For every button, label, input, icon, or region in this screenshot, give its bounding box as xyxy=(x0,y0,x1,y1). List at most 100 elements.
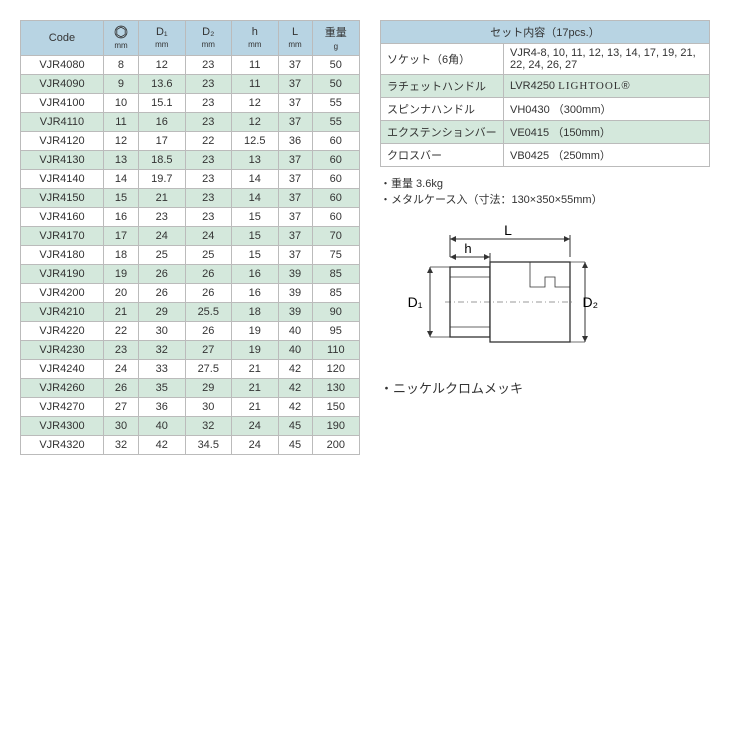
set-row: エクステンションバーVE0415 （150mm） xyxy=(381,121,710,144)
table-row: VJR41301318.523133760 xyxy=(21,151,360,170)
spec-table-header: Code mm D₁mm D₂mm hmm Lmm 重量g xyxy=(21,21,360,56)
table-cell: 14 xyxy=(103,170,138,189)
table-cell: 90 xyxy=(312,303,359,322)
table-cell: VJR4170 xyxy=(21,227,104,246)
table-row: VJR43003040322445190 xyxy=(21,417,360,436)
table-cell: 19 xyxy=(232,322,278,341)
table-cell: 26 xyxy=(185,284,231,303)
table-cell: 37 xyxy=(278,170,312,189)
table-cell: VJR4220 xyxy=(21,322,104,341)
table-cell: 13.6 xyxy=(139,75,185,94)
table-cell: 15 xyxy=(232,208,278,227)
table-cell: 34.5 xyxy=(185,436,231,455)
table-cell: 27.5 xyxy=(185,360,231,379)
set-contents-body: ソケット（6角）VJR4-8, 10, 11, 12, 13, 14, 17, … xyxy=(381,44,710,167)
table-cell: 15 xyxy=(232,227,278,246)
table-cell: 26 xyxy=(139,265,185,284)
table-cell: 26 xyxy=(139,284,185,303)
table-cell: 37 xyxy=(278,151,312,170)
table-cell: 37 xyxy=(278,227,312,246)
table-cell: 20 xyxy=(103,284,138,303)
table-cell: 11 xyxy=(232,56,278,75)
set-row-label: ラチェットハンドル xyxy=(381,75,504,98)
table-row: VJR4110111623123755 xyxy=(21,113,360,132)
table-cell: 27 xyxy=(185,341,231,360)
table-cell: 22 xyxy=(103,322,138,341)
table-cell: 23 xyxy=(185,113,231,132)
table-cell: 22 xyxy=(185,132,231,151)
col-hex: mm xyxy=(103,21,138,56)
table-cell: 29 xyxy=(139,303,185,322)
table-cell: 75 xyxy=(312,246,359,265)
table-cell: 23 xyxy=(185,75,231,94)
table-row: VJR408081223113750 xyxy=(21,56,360,75)
col-h: hmm xyxy=(232,21,278,56)
table-cell: 10 xyxy=(103,94,138,113)
table-cell: 85 xyxy=(312,284,359,303)
table-cell: 14 xyxy=(232,189,278,208)
table-cell: 21 xyxy=(232,398,278,417)
table-cell: 40 xyxy=(278,341,312,360)
table-cell: 110 xyxy=(312,341,359,360)
table-cell: 50 xyxy=(312,56,359,75)
label-D1: D₁ xyxy=(408,294,423,310)
table-cell: VJR4190 xyxy=(21,265,104,284)
set-row-value: VE0415 （150mm） xyxy=(504,121,710,144)
table-cell: 85 xyxy=(312,265,359,284)
set-contents-table: セット内容（17pcs.） ソケット（6角）VJR4-8, 10, 11, 12… xyxy=(380,20,710,167)
table-cell: 55 xyxy=(312,94,359,113)
table-cell: 39 xyxy=(278,303,312,322)
table-cell: 60 xyxy=(312,170,359,189)
unit-mm: mm xyxy=(114,41,127,50)
col-code: Code xyxy=(21,21,104,56)
set-row-value: VH0430 （300mm） xyxy=(504,98,710,121)
table-cell: 26 xyxy=(103,379,138,398)
table-cell: 24 xyxy=(232,417,278,436)
table-cell: 60 xyxy=(312,189,359,208)
set-row-label: ソケット（6角） xyxy=(381,44,504,75)
set-row-label: エクステンションバー xyxy=(381,121,504,144)
table-cell: VJR4270 xyxy=(21,398,104,417)
table-cell: 24 xyxy=(103,360,138,379)
table-row: VJR42702736302142150 xyxy=(21,398,360,417)
table-cell: 23 xyxy=(185,56,231,75)
table-cell: 35 xyxy=(139,379,185,398)
col-weight: 重量g xyxy=(312,21,359,56)
set-row-label: クロスバー xyxy=(381,144,504,167)
col-L: Lmm xyxy=(278,21,312,56)
table-cell: 30 xyxy=(103,417,138,436)
table-row: VJR42302332271940110 xyxy=(21,341,360,360)
table-cell: 40 xyxy=(278,322,312,341)
table-cell: 130 xyxy=(312,379,359,398)
table-cell: 60 xyxy=(312,132,359,151)
table-cell: 95 xyxy=(312,322,359,341)
table-cell: VJR4210 xyxy=(21,303,104,322)
table-cell: 19.7 xyxy=(139,170,185,189)
table-row: VJR41001015.123123755 xyxy=(21,94,360,113)
table-cell: 21 xyxy=(232,360,278,379)
label-h: h xyxy=(464,241,471,256)
table-cell: 24 xyxy=(139,227,185,246)
table-row: VJR4180182525153775 xyxy=(21,246,360,265)
table-cell: VJR4130 xyxy=(21,151,104,170)
table-row: VJR4150152123143760 xyxy=(21,189,360,208)
table-cell: 23 xyxy=(185,208,231,227)
table-cell: 23 xyxy=(185,189,231,208)
col-d1: D₁mm xyxy=(139,21,185,56)
table-row: VJR4200202626163985 xyxy=(21,284,360,303)
table-cell: 16 xyxy=(139,113,185,132)
table-cell: 16 xyxy=(232,265,278,284)
lightool-brand: LIGHTOOL xyxy=(558,80,621,92)
table-cell: 21 xyxy=(103,303,138,322)
note-case: ・メタルケース入（寸法：130×350×55mm） xyxy=(380,191,710,207)
table-cell: VJR4100 xyxy=(21,94,104,113)
table-cell: 15 xyxy=(232,246,278,265)
table-cell: 120 xyxy=(312,360,359,379)
table-cell: 12 xyxy=(103,132,138,151)
table-cell: 37 xyxy=(278,75,312,94)
table-cell: 37 xyxy=(278,189,312,208)
table-cell: 50 xyxy=(312,75,359,94)
table-cell: 12 xyxy=(139,56,185,75)
set-contents-title: セット内容（17pcs.） xyxy=(381,21,710,44)
table-row: VJR4210212925.5183990 xyxy=(21,303,360,322)
